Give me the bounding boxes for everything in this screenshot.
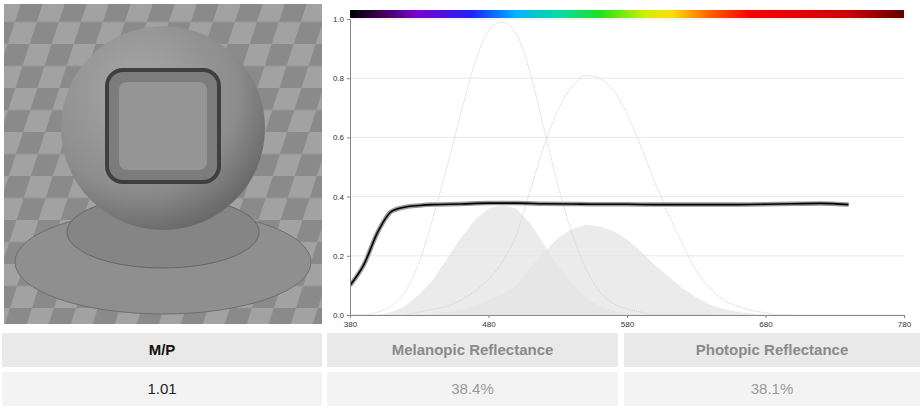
tick-mark	[489, 315, 490, 318]
tick: 780	[898, 315, 912, 329]
header-cell	[327, 333, 618, 367]
grid-line	[350, 137, 904, 138]
spectrum-bar	[350, 10, 904, 18]
column-header: Melanopic Reflectance	[392, 341, 554, 358]
x-axis: 380 480 580 680 780	[344, 315, 912, 329]
sphere	[61, 26, 265, 230]
tick-mark	[347, 19, 350, 20]
column-header: M/P	[149, 341, 176, 358]
sensitivity-line	[350, 22, 710, 315]
tick: 680	[759, 315, 773, 329]
tick-mark	[347, 197, 350, 198]
sensitivity-line	[405, 75, 793, 315]
grid	[350, 19, 904, 315]
tick: 0.8	[333, 74, 350, 83]
tick-label: 380	[344, 320, 358, 329]
header-cell	[2, 333, 322, 367]
tick-mark	[347, 78, 350, 79]
tick-label: 0.8	[333, 74, 345, 83]
tick-label: 0.0	[333, 311, 345, 320]
tick: 0.6	[333, 133, 350, 142]
tick-mark	[347, 315, 350, 316]
tick-mark	[766, 315, 767, 318]
cell-value: 38.1%	[751, 380, 794, 397]
sphere-window-inner	[119, 82, 207, 170]
reflectance-line	[350, 203, 849, 285]
column-header: Photopic Reflectance	[696, 341, 849, 358]
tick: 580	[621, 315, 635, 329]
cell-value: 1.01	[147, 380, 176, 397]
y-axis: 0.0 0.2 0.4 0.6 0.8 1.0	[333, 15, 351, 320]
axis-line	[351, 316, 905, 319]
tick-label: 680	[759, 320, 773, 329]
tick-label: 780	[898, 320, 912, 329]
floor	[4, 4, 322, 324]
material-preview	[4, 4, 322, 324]
value-cell	[327, 372, 618, 406]
reflectance-halo	[350, 203, 849, 285]
sphere-window	[107, 70, 219, 182]
tick: 0.4	[333, 193, 350, 202]
tick: 1.0	[333, 15, 350, 24]
tick-mark	[627, 315, 628, 318]
grid-line	[350, 19, 904, 20]
grid-line	[350, 196, 904, 197]
tick: 480	[482, 315, 496, 329]
tick-label: 0.6	[333, 133, 345, 142]
cell-value: 38.4%	[451, 380, 494, 397]
tick: 380	[344, 315, 358, 329]
tick-mark	[347, 137, 350, 138]
tick-label: 0.2	[333, 252, 345, 261]
value-cell	[2, 372, 322, 406]
header-cell	[624, 333, 920, 367]
grid-line	[350, 78, 904, 79]
tick: 0.0	[333, 311, 350, 320]
axis-line	[347, 20, 351, 316]
tick-mark	[347, 256, 350, 257]
tick-label: 0.4	[333, 193, 345, 202]
value-cell	[624, 372, 920, 406]
weighted-area	[433, 225, 765, 315]
plot-area	[350, 22, 849, 315]
page: 380 480 580 680 780 0.0 0.2 0.4 0.6 0.8 1.0 M/P Mela…	[0, 0, 922, 412]
tick-label: 580	[621, 320, 635, 329]
tick-label: 480	[482, 320, 496, 329]
tick: 0.2	[333, 252, 350, 261]
tick-label: 1.0	[333, 15, 345, 24]
summary-table: M/P Melanopic Reflectance Photopic Reflect…	[2, 333, 920, 406]
tick-mark	[904, 315, 905, 318]
